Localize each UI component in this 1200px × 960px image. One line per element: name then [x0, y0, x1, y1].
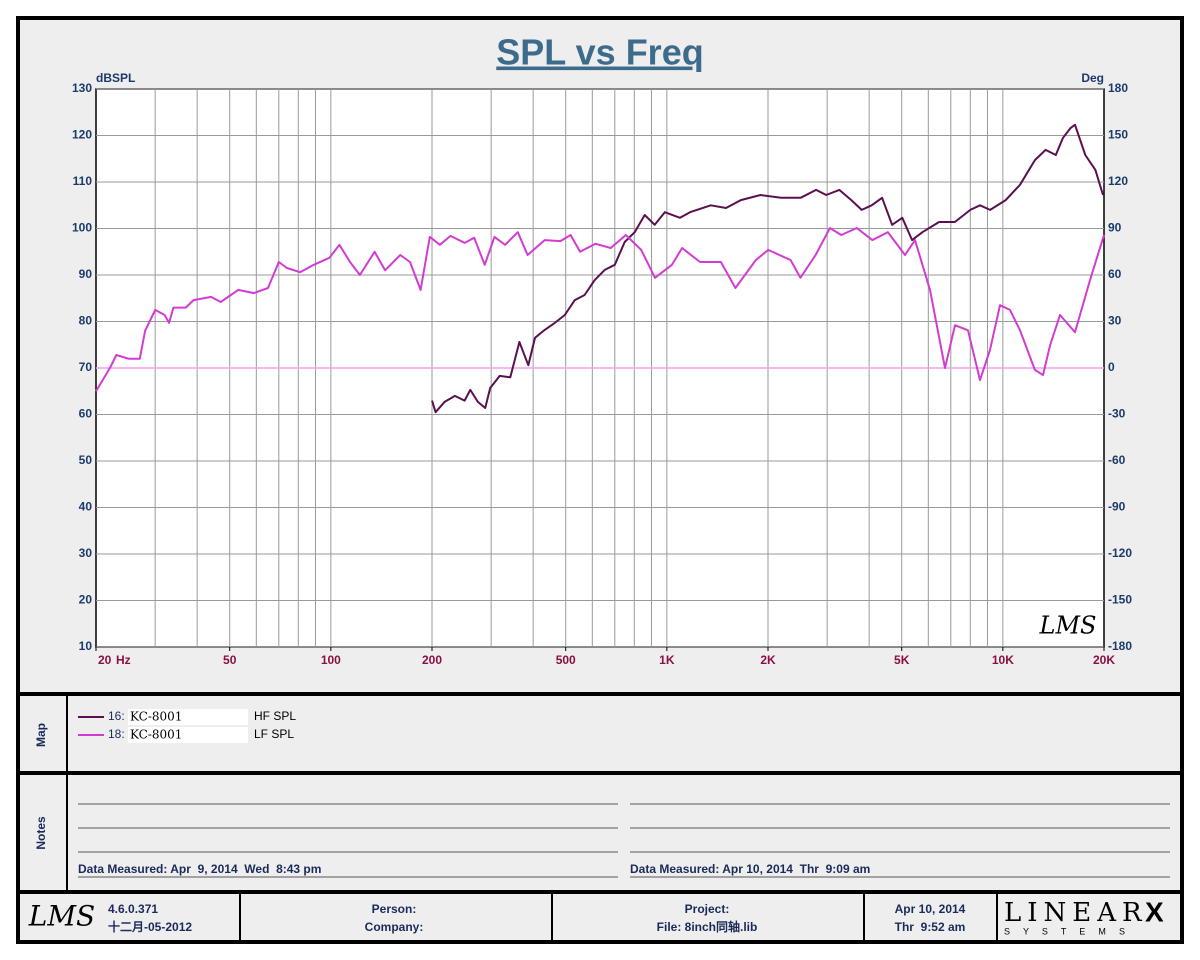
grid	[96, 88, 1104, 648]
note-right: Data Measured: Apr 10, 2014 Thr 9:09 am	[630, 862, 870, 876]
y2-axis-label: Deg	[1081, 71, 1104, 85]
footer-logo: LMS	[28, 900, 95, 933]
legend-id: 16:	[108, 709, 125, 723]
notes-lines	[78, 803, 1170, 878]
y2-tick-label: -30	[1108, 407, 1126, 421]
y2-tick-label: -60	[1108, 453, 1126, 467]
x-tick-label: 50	[223, 653, 237, 667]
y-tick-label: 130	[72, 81, 92, 95]
map-title: Map	[34, 723, 48, 747]
brand-sub: S Y S T E M S	[1004, 926, 1130, 936]
x-tick-label: 20	[98, 653, 112, 667]
legend-id: 18:	[108, 727, 125, 741]
footer-company: Company:	[365, 920, 424, 934]
y-tick-label: 100	[72, 221, 92, 235]
y-tick-label: 90	[79, 267, 93, 281]
y-tick-label: 80	[79, 314, 93, 328]
y2-tick-label: -120	[1108, 546, 1132, 560]
legend-label: HF SPL	[254, 709, 296, 723]
notes-title: Notes	[34, 816, 48, 850]
footer-project: Project:	[685, 902, 730, 916]
y-tick-label: 20	[79, 593, 93, 607]
y-tick-label: 60	[79, 407, 93, 421]
x-tick-label: 20K	[1093, 653, 1115, 667]
legend-name: KC-8001	[130, 710, 182, 724]
x-unit-label: Hz	[116, 653, 131, 667]
legend-name: KC-8001	[130, 728, 182, 742]
legend-name-box	[128, 709, 248, 725]
footer-person: Person:	[372, 902, 417, 916]
y2-tick-label: 30	[1108, 314, 1122, 328]
y-tick-label: 70	[79, 360, 93, 374]
x-tick-label: 100	[321, 653, 341, 667]
y2-tick-label: 0	[1108, 360, 1115, 374]
y2-tick-label: 90	[1108, 221, 1122, 235]
footer-time: Thr 9:52 am	[895, 920, 966, 934]
y-tick-label: 50	[79, 453, 93, 467]
brand-x: X	[1145, 896, 1164, 927]
watermark: LMS	[1039, 612, 1097, 640]
legend-label: LF SPL	[254, 727, 294, 741]
x-tick-label: 500	[556, 653, 576, 667]
y2-tick-label: -150	[1108, 593, 1132, 607]
y2-tick-label: -180	[1108, 639, 1132, 653]
y-tick-label: 30	[79, 546, 93, 560]
y2-tick-label: 120	[1108, 174, 1128, 188]
series-line	[95, 227, 1105, 392]
footer-build-date: 十二月-05-2012	[108, 919, 192, 934]
y-tick-label: 40	[79, 500, 93, 514]
brand: LINEAR	[1004, 898, 1148, 928]
footer-file: File: 8inch同轴.lib	[657, 919, 758, 934]
chart-title: SPL vs Freq	[496, 32, 703, 73]
y2-tick-label: 60	[1108, 267, 1122, 281]
x-tick-label: 200	[422, 653, 442, 667]
series-line	[431, 123, 1104, 414]
y-axis-label: dBSPL	[96, 71, 135, 85]
x-tick-label: 5K	[894, 653, 910, 667]
footer-date: Apr 10, 2014	[895, 902, 966, 916]
y-tick-label: 110	[73, 174, 93, 188]
x-tick-label: 1K	[659, 653, 675, 667]
y-tick-label: 120	[72, 128, 92, 142]
note-left: Data Measured: Apr 9, 2014 Wed 8:43 pm	[78, 862, 321, 876]
footer-version: 4.6.0.371	[108, 902, 158, 916]
legend-name-box	[128, 727, 248, 743]
y2-tick-label: 150	[1108, 128, 1128, 142]
x-tick-label: 10K	[992, 653, 1014, 667]
y2-tick-label: 180	[1108, 81, 1128, 95]
y-tick-label: 10	[79, 639, 93, 653]
y2-tick-label: -90	[1108, 500, 1126, 514]
x-tick-label: 2K	[760, 653, 776, 667]
